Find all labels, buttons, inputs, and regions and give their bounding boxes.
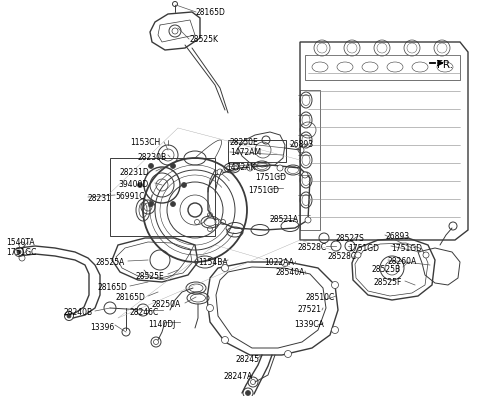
Circle shape: [188, 203, 202, 217]
Circle shape: [332, 282, 338, 289]
Circle shape: [245, 390, 251, 396]
Text: 1339CA: 1339CA: [294, 320, 324, 329]
Text: 28250A: 28250A: [152, 300, 181, 309]
Circle shape: [285, 350, 291, 358]
Text: 27521: 27521: [298, 305, 322, 314]
Text: 28525F: 28525F: [373, 278, 401, 287]
Text: 1751GD: 1751GD: [248, 186, 279, 195]
Text: 1472AM: 1472AM: [230, 148, 261, 157]
Text: 13396: 13396: [90, 323, 114, 332]
Circle shape: [281, 259, 288, 267]
Text: 1140DJ: 1140DJ: [148, 320, 175, 329]
Circle shape: [423, 252, 429, 258]
Circle shape: [221, 265, 228, 272]
Text: 1022AA: 1022AA: [264, 258, 294, 267]
Text: 1751GD: 1751GD: [348, 244, 379, 253]
Circle shape: [332, 326, 338, 333]
Circle shape: [67, 314, 71, 318]
Text: 28230B: 28230B: [138, 153, 167, 162]
Circle shape: [305, 217, 311, 223]
Circle shape: [215, 219, 221, 225]
Bar: [228, 140, 286, 162]
Text: 28525E: 28525E: [136, 272, 165, 281]
Text: 28525K: 28525K: [189, 35, 218, 44]
Circle shape: [170, 202, 176, 207]
Text: 28528C: 28528C: [328, 252, 357, 261]
Text: 28527S: 28527S: [336, 234, 365, 243]
Text: 56991C: 56991C: [115, 192, 144, 201]
Text: 28260A: 28260A: [388, 257, 417, 266]
Text: 28165D: 28165D: [98, 283, 128, 292]
Text: 26893: 26893: [290, 140, 314, 149]
Text: 1751GD: 1751GD: [391, 244, 422, 253]
Text: 1472AK: 1472AK: [226, 163, 255, 172]
Circle shape: [137, 183, 143, 187]
Circle shape: [17, 250, 21, 254]
Text: FR.: FR.: [437, 60, 453, 70]
Text: 1751GD: 1751GD: [255, 173, 286, 182]
Bar: [300, 90, 320, 230]
Text: 26893: 26893: [385, 232, 409, 241]
Circle shape: [221, 337, 228, 343]
Text: 1154BA: 1154BA: [198, 258, 228, 267]
Text: 28231: 28231: [88, 194, 112, 203]
Text: 28247A: 28247A: [224, 372, 253, 381]
Text: 28240B: 28240B: [63, 308, 92, 317]
Text: 28246C: 28246C: [130, 308, 159, 317]
Circle shape: [277, 165, 283, 171]
Text: 28250E: 28250E: [230, 138, 259, 147]
Text: 39400D: 39400D: [118, 180, 148, 189]
Text: 28521A: 28521A: [270, 215, 299, 224]
Bar: [110, 158, 215, 236]
Text: 28245: 28245: [236, 355, 260, 364]
Circle shape: [302, 172, 308, 178]
Text: 28540A: 28540A: [275, 268, 304, 277]
Text: 28165D: 28165D: [196, 8, 226, 17]
Circle shape: [181, 183, 187, 187]
Text: 28165D: 28165D: [115, 293, 145, 302]
Circle shape: [148, 202, 154, 207]
Circle shape: [206, 305, 214, 312]
Text: 28528C: 28528C: [298, 243, 327, 252]
Text: 28525A: 28525A: [95, 258, 124, 267]
Text: 28525B: 28525B: [372, 265, 401, 274]
Circle shape: [247, 165, 253, 171]
Text: 1751GC: 1751GC: [6, 248, 36, 257]
Circle shape: [355, 252, 361, 258]
Text: 28231D: 28231D: [120, 168, 150, 177]
Bar: [305, 55, 460, 80]
Text: 1153CH: 1153CH: [130, 138, 160, 147]
Circle shape: [217, 169, 223, 175]
Circle shape: [148, 164, 154, 168]
Circle shape: [170, 164, 176, 168]
Text: 1540TA: 1540TA: [6, 238, 35, 247]
Text: 28510C: 28510C: [306, 293, 335, 302]
